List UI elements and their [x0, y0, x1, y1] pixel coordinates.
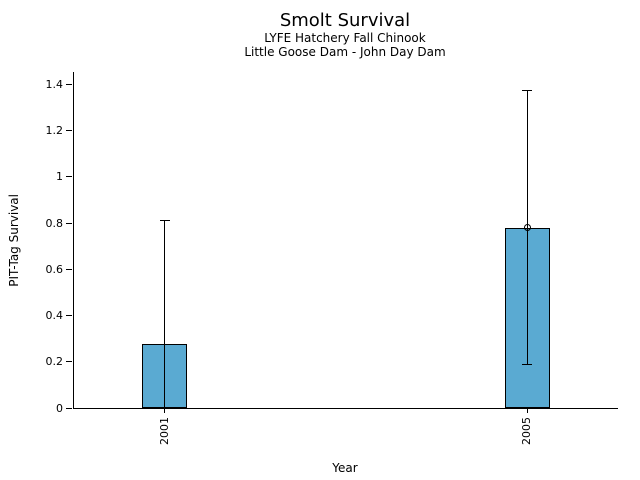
y-tick-mark	[66, 268, 72, 270]
y-tick-mark	[66, 407, 72, 409]
error-bar-cap-top	[522, 89, 533, 91]
y-tick-mark	[66, 315, 72, 317]
point-marker	[523, 224, 531, 232]
chart-subtitle-line2: Little Goose Dam - John Day Dam	[244, 45, 446, 59]
y-tick-label: 0.4	[45, 309, 64, 323]
x-tick-label: 2005	[520, 417, 534, 445]
y-tick-label: 0.8	[45, 216, 64, 230]
x-axis-title: Year	[332, 461, 358, 475]
y-tick-mark	[66, 130, 72, 132]
title-block: Smolt Survival LYFE Hatchery Fall Chinoo…	[73, 0, 617, 60]
y-tick-label: 1	[56, 170, 63, 184]
y-tick-label: 1.2	[45, 124, 64, 138]
y-tick-mark	[66, 83, 72, 85]
y-tick-label: 1.4	[45, 77, 64, 91]
error-bar-cap-bottom	[522, 363, 533, 365]
y-tick-mark	[66, 176, 72, 178]
error-bar-line	[164, 220, 166, 408]
chart-subtitle-line1: LYFE Hatchery Fall Chinook	[264, 31, 426, 45]
plot-area: 0 0.2 0.4 0.6 0.8 1 1.2 1.4 2001 2005	[46, 72, 618, 445]
error-bar-cap-top	[159, 220, 170, 222]
y-tick-label: 0	[56, 401, 63, 415]
y-tick-mark	[66, 361, 72, 363]
y-tick-label: 0.2	[45, 355, 64, 369]
chart-title: Smolt Survival	[279, 10, 411, 31]
x-tick-mark	[526, 408, 528, 413]
y-tick-mark	[66, 222, 72, 224]
x-tick-label: 2001	[157, 417, 171, 445]
x-tick-mark	[164, 408, 166, 413]
y-tick-label: 0.6	[45, 262, 64, 276]
